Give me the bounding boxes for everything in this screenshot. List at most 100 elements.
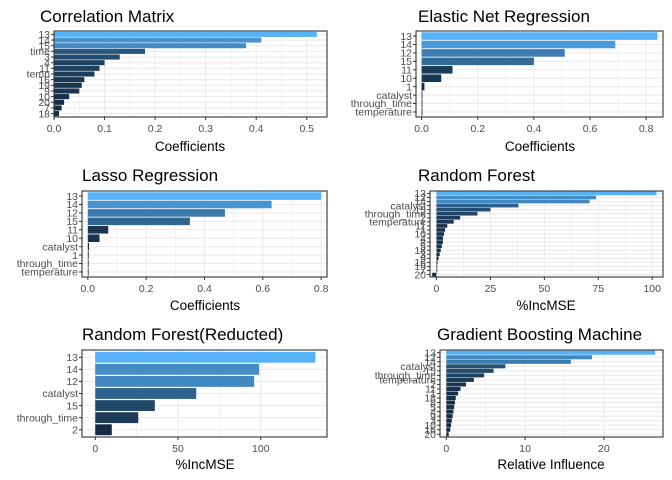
y-tick-label: 15 [38,40,50,52]
bar [436,224,448,228]
bar [54,65,100,71]
y-tick-label: 9 [420,253,426,265]
bar [446,400,455,405]
bar [95,388,197,399]
bar [436,195,597,200]
bar [87,234,100,243]
bar [421,74,442,83]
y-tick-label: 1 [406,81,412,93]
y-tick-label: 11 [415,221,426,233]
bar [54,31,317,37]
y-tick-label: temperature [355,107,412,119]
y-tick-label: through_time [351,98,412,110]
bar [436,236,443,240]
y-tick-label: 15 [414,204,426,216]
x-tick-label: 0.8 [314,283,329,295]
bar [446,432,449,437]
x-tick-label: 0.3 [198,123,213,135]
y-tick-label: 5 [430,402,436,414]
bar [54,71,95,77]
bar [446,373,485,378]
bar [54,105,62,111]
x-axis-label: Relative Influence [497,457,604,472]
bar [421,82,425,91]
x-tick-label: 20 [598,443,610,455]
bar [54,99,65,105]
y-tick-label: temperature [21,267,78,279]
y-tick-label: 15 [66,216,78,228]
bar [87,209,225,217]
x-tick-label: 0.2 [139,283,154,295]
y-tick-label: 8 [420,237,426,249]
x-tick-label: 0.6 [256,283,271,295]
bar [87,268,89,276]
x-tick-label: 50 [538,283,550,295]
bar [432,272,437,277]
x-tick-label: 0.8 [639,123,654,135]
chart-panel-5: Random Forest(Reducted) 131412catalyst15t… [17,325,328,472]
bar [436,252,440,257]
bar [446,377,474,382]
y-tick-label: temperature [379,375,436,387]
bar [436,232,445,236]
bar [421,49,565,57]
y-tick-label: 7 [420,265,426,277]
bar [446,355,593,360]
x-tick-label: 0.4 [197,283,212,295]
bar [54,88,80,94]
y-tick-label: 10 [38,91,50,103]
bar [446,395,456,401]
x-tick-label: 0.2 [470,123,485,135]
bar [446,418,452,423]
chart-panel-2: Elastic Net Regression 1314121511101catal… [351,7,664,154]
bar [87,192,322,200]
bar [54,54,120,60]
y-tick-label: 14 [38,35,50,47]
y-tick-label: through_time [17,412,78,424]
bar [446,391,459,396]
y-tick-label: 1 [420,225,426,237]
chart-panel-6: Gradient Boosting Machine131214catalyst1… [375,325,664,472]
bar [446,409,454,414]
y-tick-label: 13 [38,29,50,41]
y-tick-label: time [30,46,50,58]
y-tick-label: catalyst [400,361,436,373]
y-tick-label: 20 [414,269,426,281]
bar [87,242,89,251]
bar [95,412,139,424]
x-axis-label: Coefficients [155,139,226,154]
bar [436,244,442,248]
bar [87,200,272,209]
y-tick-label: 5 [420,241,426,253]
x-tick-label: 25 [485,283,497,295]
x-tick-label: 0.1 [97,123,112,135]
panel-border [415,30,664,118]
y-tick-label: through_time [365,208,426,220]
bar [436,268,438,273]
x-axis-label: %IncMSE [175,457,234,472]
y-tick-label: 15 [400,56,412,68]
x-tick-label: 100 [643,283,661,295]
y-tick-label: 16 [414,257,426,269]
y-tick-label: temperature [369,217,426,229]
y-tick-label: catalyst [376,90,412,102]
bar [54,77,85,83]
chart-panel-4: Random Forest131214catalyst15through_tim… [365,166,664,313]
y-tick-label: 1 [72,250,78,262]
bar [87,217,190,226]
bar [87,225,109,234]
x-tick-label: 0.0 [414,123,429,135]
x-tick-label: 10 [519,443,531,455]
y-tick-label: 14 [66,364,78,376]
bar [436,199,590,204]
x-tick-label: 0.5 [299,123,314,135]
y-tick-label: 7 [44,103,50,115]
bar [446,427,451,432]
y-tick-label: 2 [420,212,426,224]
bar [436,240,443,244]
y-tick-label: 16 [38,74,50,86]
y-tick-label: through_time [17,258,78,270]
bar [446,405,455,410]
y-tick-label: 16 [424,424,436,436]
